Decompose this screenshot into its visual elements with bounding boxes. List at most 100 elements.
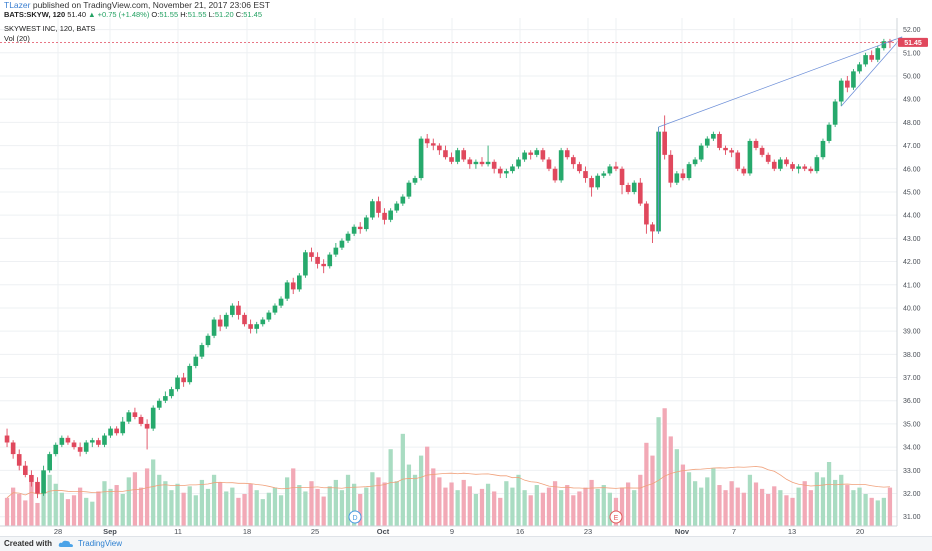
candle-body — [650, 224, 655, 232]
trendline-upper — [658, 36, 903, 128]
candle-body — [199, 345, 205, 357]
volume-bar — [102, 481, 107, 526]
volume-bar — [583, 487, 588, 526]
tradingview-cloud-icon — [58, 540, 73, 547]
volume-bar — [120, 494, 125, 526]
volume-bar — [431, 468, 436, 526]
price-tick-label: 47.00 — [903, 143, 921, 150]
candle-body — [522, 152, 527, 160]
volume-bar — [157, 474, 162, 526]
candle-body — [102, 435, 107, 445]
price-tick-label: 33.00 — [903, 468, 921, 475]
candle-body — [552, 168, 558, 181]
volume-bar — [4, 497, 10, 526]
candle-body — [808, 168, 814, 172]
candle-body — [583, 171, 588, 179]
volume-bar — [607, 492, 612, 526]
open-label: O: — [151, 10, 160, 19]
volume-bar — [382, 482, 387, 526]
volume-bar — [443, 487, 448, 526]
created-with-label: Created with — [4, 539, 53, 548]
candle-body — [303, 252, 308, 276]
candle-body — [771, 161, 777, 169]
candle-body — [412, 178, 418, 183]
price-tick-label: 52.00 — [903, 27, 921, 34]
candle-body — [711, 133, 716, 139]
volume-bar — [595, 488, 600, 526]
volume-bar — [711, 468, 716, 526]
candle-body — [345, 233, 351, 241]
volume-bar — [449, 482, 454, 526]
volume-bar — [839, 474, 844, 526]
candle-body — [875, 48, 881, 60]
candle-body — [759, 147, 765, 155]
candle-body — [41, 470, 46, 494]
volume-bar — [522, 490, 527, 526]
price-tick-label: 44.00 — [903, 213, 921, 220]
candle-body — [315, 256, 320, 264]
candle-body — [625, 185, 631, 192]
volume-bar — [211, 474, 217, 526]
volume-bar — [35, 502, 40, 526]
volume-bar — [577, 491, 582, 526]
candle-body — [29, 474, 34, 482]
candle-body — [150, 407, 156, 429]
volume-bar — [224, 491, 229, 526]
volume-bar — [406, 464, 412, 526]
candle-body — [424, 138, 430, 144]
candle-body — [144, 423, 150, 429]
time-tick-label: 11 — [174, 527, 182, 536]
volume-bar — [394, 481, 399, 526]
price-chart[interactable]: 31.00 32.00 33.00 34.00 35.00 36.00 37.00 38.00… — [0, 0, 932, 536]
volume-bar — [41, 490, 46, 526]
candle-body — [765, 154, 771, 162]
candle-body — [351, 226, 357, 234]
volume-bar — [23, 500, 28, 526]
time-axis[interactable]: 28 Sep 11 18 25 D Oct 9 16 23 E Nov 7 13 20 — [54, 510, 864, 536]
candle-body — [138, 416, 144, 424]
volume-bar — [589, 479, 594, 526]
candle-body — [376, 201, 381, 213]
volume-bar — [187, 486, 192, 526]
price-tick-label: 50.00 — [903, 73, 921, 80]
candle-body — [394, 203, 400, 211]
volume-bar — [236, 497, 241, 526]
volume-bar — [175, 483, 180, 526]
candle-body — [388, 210, 393, 220]
candle-body — [881, 41, 887, 49]
candle-body — [479, 161, 485, 165]
candle-body — [89, 440, 95, 443]
time-tick-label: 13 — [788, 527, 796, 536]
price-tick-label: 45.00 — [903, 189, 921, 196]
tradingview-brand[interactable]: TradingView — [78, 539, 123, 548]
candles — [4, 38, 893, 499]
volume-bar — [114, 485, 119, 526]
time-tick-label: 20 — [856, 527, 864, 536]
volume-bar — [315, 488, 320, 526]
volume-bar — [181, 492, 186, 526]
last-price-tag: 51.45 — [898, 37, 928, 47]
candle-body — [132, 412, 138, 417]
time-tick-label: 18 — [243, 527, 251, 536]
volume-bar — [199, 479, 205, 526]
candle-body — [278, 298, 284, 306]
volume-bar — [278, 495, 284, 526]
candle-body — [577, 164, 582, 172]
close-value: 51.45 — [243, 10, 263, 19]
volume-bar — [881, 497, 886, 526]
candle-body — [181, 377, 186, 383]
candle-body — [729, 150, 734, 153]
volume-bar — [138, 487, 144, 526]
volume-bar — [479, 488, 485, 526]
volume-bar — [552, 481, 558, 526]
author-link[interactable]: TLazer — [4, 0, 31, 10]
volume-bar — [686, 472, 692, 526]
volume-bar — [339, 490, 345, 526]
triangle-trendlines — [658, 36, 903, 234]
price-axis[interactable]: 31.00 32.00 33.00 34.00 35.00 36.00 37.00 38.00… — [903, 27, 921, 521]
volume-bar — [437, 477, 442, 526]
volume-bar — [364, 487, 369, 526]
volume-bar — [845, 485, 850, 526]
volume-bar — [205, 488, 211, 526]
earnings-badge — [609, 510, 623, 524]
